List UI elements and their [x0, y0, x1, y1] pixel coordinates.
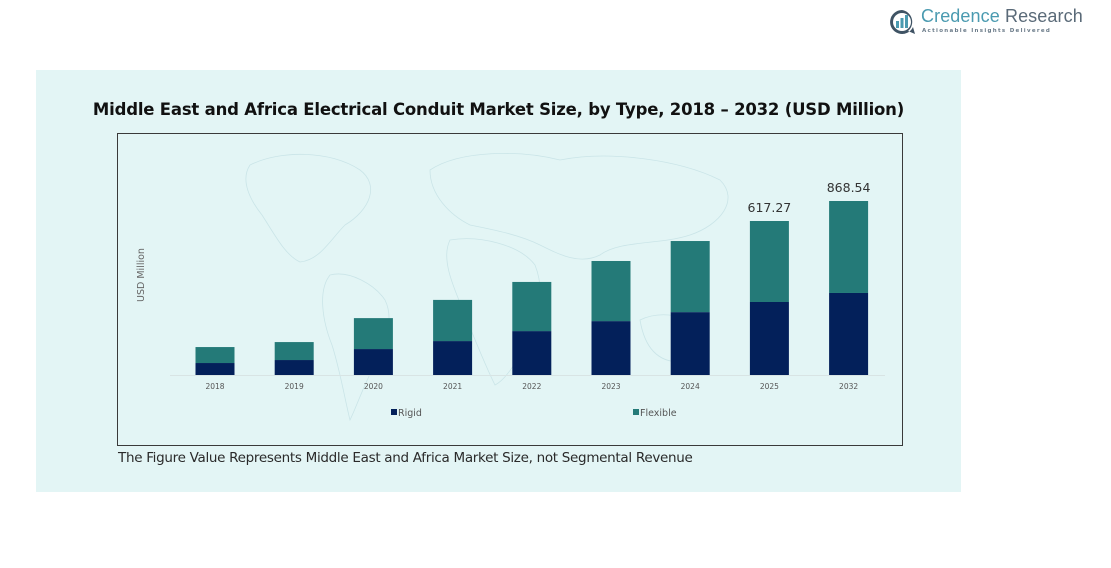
bars-group	[195, 201, 869, 375]
brand-name-research: Research	[1004, 6, 1083, 26]
data-label-2032: 868.54	[827, 180, 871, 195]
data-labels: 617.27 868.54	[748, 180, 871, 215]
x-tick-label: 2032	[839, 382, 858, 391]
legend-swatch-flexible	[633, 409, 639, 415]
bar-flexible-2032	[829, 201, 869, 293]
x-tick-label: 2018	[205, 382, 224, 391]
data-label-2025: 617.27	[748, 200, 792, 215]
x-tick-label: 2021	[443, 382, 462, 391]
bar-flexible-2025	[749, 221, 789, 303]
bar-rigid-2023	[591, 321, 631, 375]
legend-label-rigid: Rigid	[398, 408, 422, 419]
bar-flexible-2018	[195, 347, 235, 364]
bar-rigid-2022	[512, 331, 552, 375]
bar-flexible-2022	[512, 281, 552, 332]
bar-rigid-2021	[433, 341, 473, 375]
bar-flexible-2020	[353, 318, 393, 350]
bar-flexible-2023	[591, 260, 631, 322]
brand-name-credence: Credence	[921, 6, 1000, 26]
bar-flexible-2024	[670, 241, 710, 313]
x-tick-label: 2019	[285, 382, 304, 391]
bar-rigid-2032	[829, 292, 869, 375]
legend-swatch-rigid	[391, 409, 397, 415]
bar-rigid-2025	[749, 302, 789, 375]
chart-frame	[117, 133, 903, 446]
legend-label-flexible: Flexible	[640, 408, 677, 419]
legend: Rigid Flexible	[391, 408, 677, 419]
x-tick-label: 2020	[364, 382, 383, 391]
x-tick-label: 2025	[760, 382, 779, 391]
bar-flexible-2021	[433, 299, 473, 342]
chart-panel	[36, 70, 961, 492]
x-tick-labels: 2018 2019 2020 2021 2022 2023 2024 2025 2032	[205, 382, 858, 391]
bar-rigid-2020	[353, 349, 393, 375]
bar-chart-speech-bubble-icon	[890, 10, 915, 34]
brand-name: Credence Research	[921, 6, 1083, 27]
chart-title: Middle East and Africa Electrical Condui…	[92, 100, 905, 119]
x-tick-label: 2022	[522, 382, 541, 391]
brand-tagline: Actionable Insights Delivered	[922, 28, 1052, 34]
brand-logo: Credence Research Actionable Insights De…	[888, 6, 1083, 38]
x-tick-label: 2023	[601, 382, 620, 391]
bar-rigid-2018	[195, 363, 235, 375]
bar-rigid-2019	[274, 360, 314, 375]
footnote: The Figure Value Represents Middle East …	[118, 450, 693, 466]
x-tick-label: 2024	[681, 382, 700, 391]
bar-flexible-2019	[274, 342, 314, 361]
y-axis-label: USD Million	[136, 248, 147, 302]
bar-rigid-2024	[670, 312, 710, 375]
